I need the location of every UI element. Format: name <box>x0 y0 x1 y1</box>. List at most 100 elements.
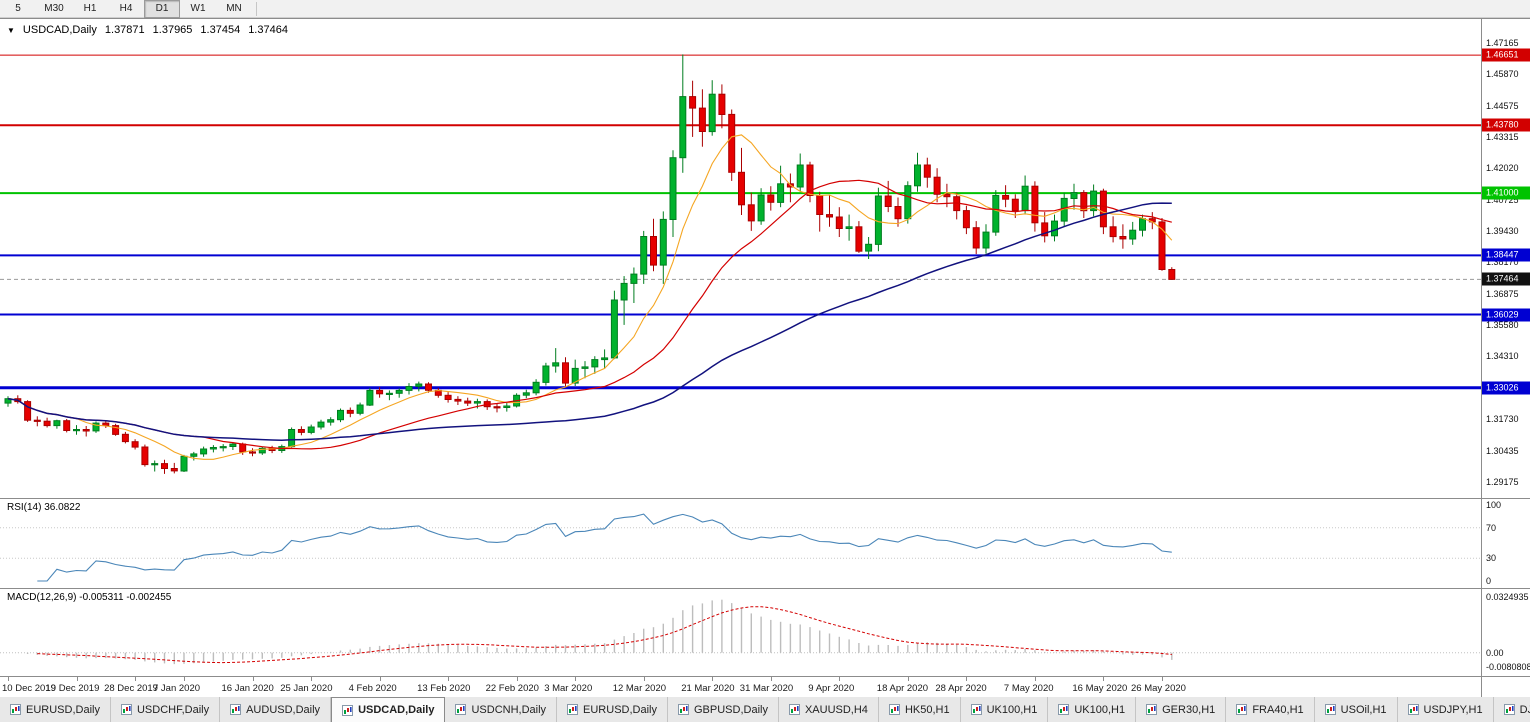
chart-tab-label: USDCNH,Daily <box>471 703 547 716</box>
period-button-5[interactable]: 5 <box>15 3 21 14</box>
price-tick: 1.39430 <box>1486 226 1519 237</box>
chart-title: ▼ USDCAD,Daily 1.37871 1.37965 1.37454 1… <box>7 24 288 36</box>
chart-tab-xauusd-h4[interactable]: XAUUSD,H4 <box>778 697 879 722</box>
rsi-tick: 0 <box>1486 576 1492 586</box>
time-label: 13 Feb 2020 <box>417 683 471 694</box>
chart-icon <box>1236 704 1248 715</box>
time-axis[interactable]: 10 Dec 2019 19 Dec 2019 28 Dec 2019 7 Jan 2… <box>0 677 1530 697</box>
ohlc-high: 1.37965 <box>152 24 193 36</box>
price-tick: 1.34310 <box>1486 351 1519 362</box>
time-label: 25 Jan 2020 <box>280 683 333 694</box>
time-label: 26 May 2020 <box>1131 683 1186 694</box>
chart-tab-usdjpy-h1[interactable]: USDJPY,H1 <box>1397 697 1494 722</box>
chart-icon <box>888 704 900 715</box>
chart-tab-label: EURUSD,Daily <box>26 703 100 716</box>
chart-tab-label: GER30,H1 <box>1162 703 1216 716</box>
time-tick <box>379 677 381 681</box>
period-button-h1[interactable]: H1 <box>83 3 97 14</box>
chart-tab-label: USDCHF,Daily <box>136 703 210 716</box>
chart-icon <box>120 704 132 715</box>
time-label: 4 Feb 2020 <box>348 683 397 694</box>
chart-dropdown-icon[interactable]: ▼ <box>7 25 15 35</box>
time-label: 18 Apr 2020 <box>876 683 929 694</box>
hline-price-badge: 1.46651 <box>1482 48 1530 62</box>
hline-price-badge: 1.43780 <box>1482 118 1530 132</box>
macd-label: MACD(12,26,9) -0.005311 -0.002455 <box>7 592 172 603</box>
period-button-h4[interactable]: H4 <box>119 3 133 14</box>
time-tick <box>8 677 9 681</box>
macd-tick: -0.0080808 <box>1486 661 1530 672</box>
period-button-m30[interactable]: M30 <box>44 3 64 14</box>
chart-tab-gbpusd-daily[interactable]: GBPUSD,Daily <box>668 697 779 722</box>
chart-tabs-bar: EURUSD,Daily USDCHF,Daily AUDUSD,Daily USDC… <box>0 696 1530 722</box>
time-tick <box>966 677 968 681</box>
chart-tab-label: FRA40,H1 <box>1252 703 1304 716</box>
chart-icon <box>788 704 800 715</box>
chart-tab-ger30-h1[interactable]: GER30,H1 <box>1136 697 1227 722</box>
time-tick <box>770 677 772 681</box>
price-pane[interactable]: ▼ USDCAD,Daily 1.37871 1.37965 1.37454 1… <box>0 19 1530 499</box>
rsi-plot[interactable] <box>0 499 1482 589</box>
macd-plot[interactable] <box>0 589 1482 677</box>
time-tick <box>839 677 841 681</box>
price-tick: 1.36875 <box>1486 288 1519 299</box>
time-tick <box>76 677 78 681</box>
chart-tab-audusd-daily[interactable]: AUDUSD,Daily <box>220 697 332 722</box>
chart-tab-eurusd-daily[interactable]: EURUSD,Daily <box>557 697 668 722</box>
chart-tab-usdcnh-daily[interactable]: USDCNH,Daily <box>445 697 558 722</box>
time-tick <box>516 677 518 681</box>
chart-tab-fra40-h1[interactable]: FRA40,H1 <box>1226 697 1315 722</box>
chart-tab-label: EURUSD,Daily <box>583 703 657 716</box>
time-tick <box>712 677 714 681</box>
price-tick: 1.31730 <box>1486 414 1519 425</box>
chart-tab-dj30-h1[interactable]: DJ30,H1 <box>1493 697 1530 722</box>
chart-tab-label: USOil,H1 <box>1340 703 1387 716</box>
chart-tab-usoil-h1[interactable]: USOil,H1 <box>1314 697 1398 722</box>
chart-tab-label: GBPUSD,Daily <box>694 703 768 716</box>
chart-icon <box>1058 704 1070 715</box>
chart-tab-hk50-h1[interactable]: HK50,H1 <box>878 697 961 722</box>
chart-tab-usdcad-daily[interactable]: USDCAD,Daily <box>331 697 446 722</box>
rsi-tick: 70 <box>1486 522 1497 533</box>
chart-tab-uk100-h1[interactable]: UK100,H1 <box>960 697 1049 722</box>
price-tick: 1.35580 <box>1486 320 1519 331</box>
chart-icon <box>567 704 579 715</box>
period-button-d1[interactable]: D1 <box>144 0 180 18</box>
hline-price-badge: 1.36029 <box>1482 308 1530 321</box>
time-label: 28 Dec 2019 <box>104 683 158 694</box>
chart-icon <box>455 704 467 715</box>
macd-tick: 0.00 <box>1486 647 1504 658</box>
price-tick: 1.40725 <box>1486 194 1519 205</box>
time-tick <box>252 677 254 681</box>
chart-tab-label: AUDUSD,Daily <box>246 703 321 716</box>
chart-tab-usdchf-daily[interactable]: USDCHF,Daily <box>110 697 221 722</box>
candlestick-plot[interactable] <box>0 19 1482 499</box>
rsi-tick: 30 <box>1486 553 1497 564</box>
rsi-pane[interactable]: RSI(14) 36.0822 100 70 30 0 <box>0 499 1530 589</box>
time-label: 10 Dec 2019 <box>2 683 56 694</box>
time-tick <box>1034 677 1036 681</box>
ohlc-close: 1.37464 <box>248 24 288 36</box>
period-button-mn[interactable]: MN <box>226 3 242 14</box>
time-tick <box>448 677 450 681</box>
chart-tab-label: HK50,H1 <box>904 703 950 716</box>
macd-pane[interactable]: MACD(12,26,9) -0.005311 -0.002455 0.0324… <box>0 589 1530 677</box>
chart-icon <box>1407 704 1419 715</box>
period-button-w1[interactable]: W1 <box>190 3 206 14</box>
chart-icon <box>342 704 354 716</box>
time-label: 7 Jan 2020 <box>153 683 201 694</box>
time-label: 7 May 2020 <box>1003 683 1054 694</box>
chart-tab-uk100-h1[interactable]: UK100,H1 <box>1048 697 1137 722</box>
chart-symbol-label: USDCAD,Daily <box>22 24 97 36</box>
chart-tab-label: XAUUSD,H4 <box>804 703 868 716</box>
toolbar-separator <box>256 1 257 16</box>
time-label: 16 May 2020 <box>1072 683 1128 694</box>
hline-price-badge: 1.33026 <box>1482 381 1530 395</box>
chart-icon <box>970 704 982 715</box>
time-tick <box>1103 677 1105 681</box>
time-label: 31 Mar 2020 <box>739 683 794 694</box>
price-tick: 1.42020 <box>1486 163 1519 174</box>
time-tick <box>311 677 313 681</box>
chart-tab-eurusd-daily[interactable]: EURUSD,Daily <box>0 697 111 722</box>
chart-icon <box>1146 704 1158 715</box>
